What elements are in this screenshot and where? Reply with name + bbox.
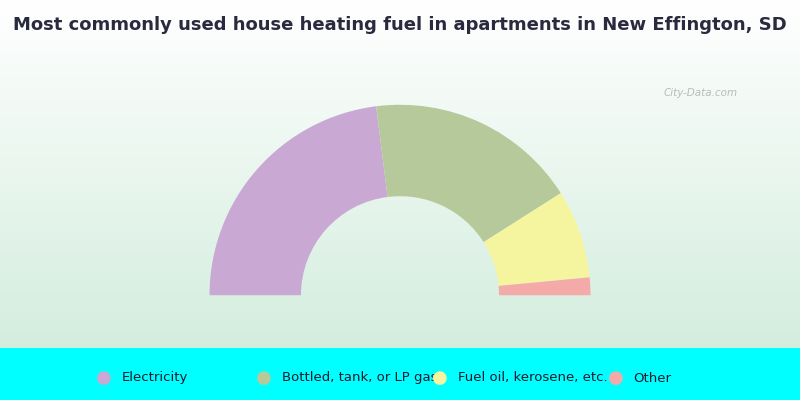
Wedge shape	[498, 277, 590, 295]
Wedge shape	[210, 106, 387, 295]
Text: ●: ●	[432, 369, 448, 387]
Text: ●: ●	[256, 369, 272, 387]
Text: Electricity: Electricity	[122, 372, 188, 384]
Text: Bottled, tank, or LP gas: Bottled, tank, or LP gas	[282, 372, 437, 384]
Text: Fuel oil, kerosene, etc.: Fuel oil, kerosene, etc.	[458, 372, 607, 384]
Text: ●: ●	[608, 369, 624, 387]
Text: City-Data.com: City-Data.com	[664, 88, 738, 98]
Text: ●: ●	[96, 369, 112, 387]
Text: Other: Other	[634, 372, 672, 384]
Wedge shape	[484, 193, 590, 286]
Wedge shape	[376, 105, 561, 242]
Text: Most commonly used house heating fuel in apartments in New Effington, SD: Most commonly used house heating fuel in…	[13, 16, 787, 34]
